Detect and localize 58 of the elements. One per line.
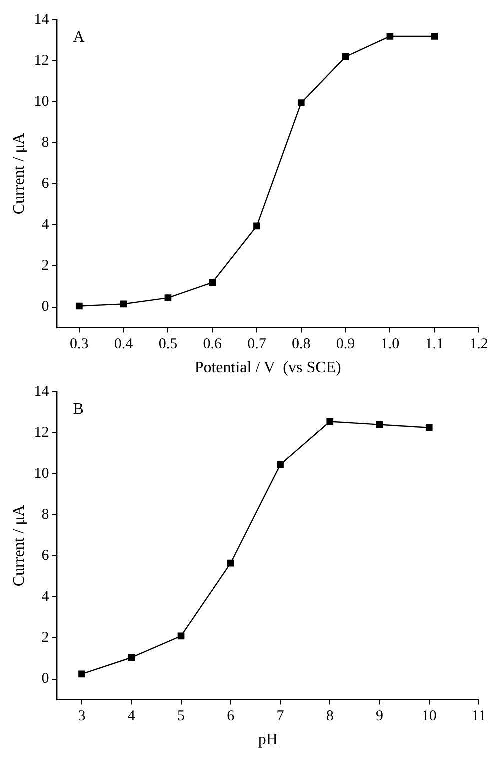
y-tick-label: 12 (34, 52, 50, 69)
y-tick-label: 8 (42, 135, 50, 152)
x-tick-label: 1.2 (470, 336, 488, 353)
x-tick-label: 11 (472, 708, 486, 725)
point (254, 222, 260, 230)
point (277, 461, 284, 468)
x-tick-label: 10 (422, 708, 437, 725)
x-tick-label: 0.3 (70, 336, 89, 353)
x-tick-label: 6 (227, 708, 236, 725)
point (298, 100, 305, 107)
annotation: A (73, 29, 86, 46)
point (120, 300, 128, 308)
point (164, 294, 172, 302)
x-tick-label: 5 (178, 708, 186, 725)
point (431, 32, 438, 40)
point (376, 421, 384, 428)
x-tick-label: 3 (78, 708, 86, 725)
y-tick-label: 14 (34, 384, 50, 400)
x-tick-label: 9 (376, 708, 384, 725)
x-tick-label: 8 (326, 708, 334, 725)
y-tick-label: 2 (42, 630, 50, 646)
x-tick-label: 0.4 (114, 336, 134, 353)
point (76, 302, 83, 310)
y-tick-label: 0 (42, 299, 50, 316)
point (178, 632, 185, 640)
y-tick-label: 10 (34, 466, 50, 482)
x-tick-label: 7 (276, 708, 285, 725)
x-tick-label: 0.6 (203, 336, 222, 353)
point (426, 424, 433, 432)
y-tick-label: 8 (42, 507, 50, 524)
y-tick-label: 10 (34, 94, 50, 110)
x-tick-label: 0.7 (248, 336, 267, 353)
point (386, 32, 394, 40)
y-tick-label: 6 (42, 176, 50, 192)
point (342, 54, 350, 60)
y-tick-label: 4 (42, 589, 50, 606)
x-tick-label: 0.5 (158, 336, 178, 353)
annotation: B (73, 401, 84, 418)
point (209, 279, 216, 286)
y-tick-label: 12 (34, 424, 50, 441)
y-tick-label: 4 (42, 217, 50, 234)
y-tick-label: 2 (42, 258, 50, 274)
x-axis-title: pH (258, 732, 278, 749)
point (326, 418, 334, 426)
x-axis-title: Potential / V (vs SCE) (194, 360, 342, 377)
x-tick-label: 0.9 (336, 336, 356, 353)
y-tick-label: 0 (42, 671, 50, 688)
y-axis-title: Current / μA (10, 132, 28, 215)
x-tick-label: 1.1 (425, 336, 444, 353)
point (78, 670, 86, 678)
point (227, 560, 234, 567)
y-tick-label: 14 (34, 12, 50, 28)
y-tick-label: 6 (42, 548, 50, 564)
y-axis-title: Current / μA (10, 504, 28, 587)
x-tick-label: 4 (128, 708, 136, 725)
x-tick-label: 0.8 (292, 336, 311, 353)
point (128, 654, 136, 662)
x-tick-label: 1.0 (380, 336, 400, 353)
